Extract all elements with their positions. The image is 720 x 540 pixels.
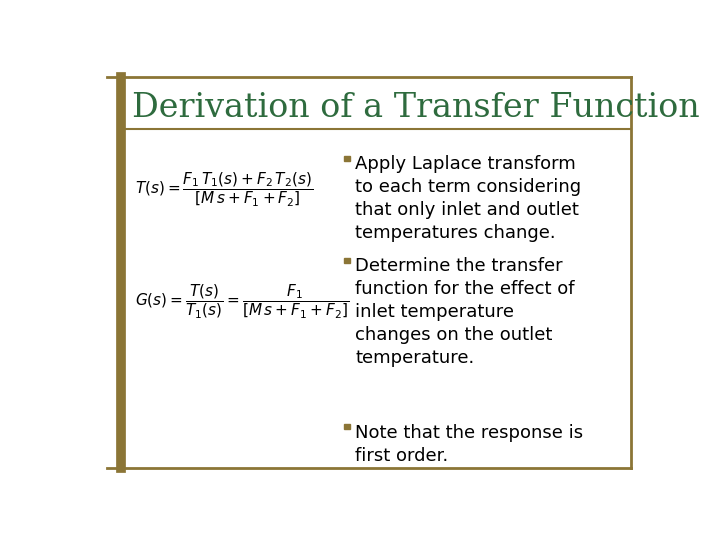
Text: $G(s) = \dfrac{T(s)}{T_1(s)} = \dfrac{F_1}{[M\,s + F_1 + F_2]}$: $G(s) = \dfrac{T(s)}{T_1(s)} = \dfrac{F_… — [135, 283, 349, 321]
Text: Derivation of a Transfer Function: Derivation of a Transfer Function — [132, 92, 699, 124]
FancyBboxPatch shape — [344, 156, 350, 160]
FancyBboxPatch shape — [344, 424, 350, 429]
Text: $T(s) = \dfrac{F_1\,T_1(s) + F_2\,T_2(s)}{[M\,s + F_1 + F_2]}$: $T(s) = \dfrac{F_1\,T_1(s) + F_2\,T_2(s)… — [135, 171, 313, 208]
Text: Apply Laplace transform
to each term considering
that only inlet and outlet
temp: Apply Laplace transform to each term con… — [355, 156, 581, 242]
Text: Note that the response is
first order.: Note that the response is first order. — [355, 424, 583, 464]
Text: Determine the transfer
function for the effect of
inlet temperature
changes on t: Determine the transfer function for the … — [355, 258, 575, 367]
FancyBboxPatch shape — [344, 258, 350, 262]
